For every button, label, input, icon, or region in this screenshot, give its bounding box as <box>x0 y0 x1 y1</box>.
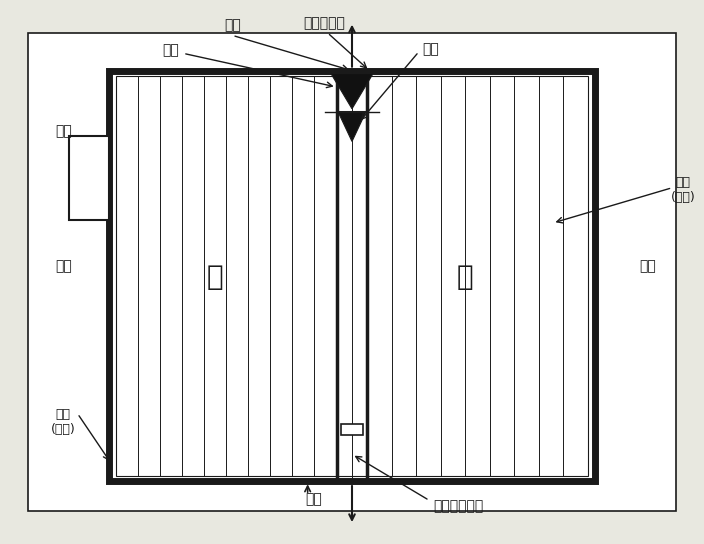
Text: 左边: 左边 <box>55 259 72 274</box>
Text: 边栏
(版框): 边栏 (版框) <box>51 407 76 436</box>
Bar <box>341 424 363 435</box>
Text: 鱼尾: 鱼尾 <box>163 44 180 58</box>
Text: 版: 版 <box>206 263 223 292</box>
Text: 版心（中缝）: 版心（中缝） <box>433 499 483 513</box>
Text: 面: 面 <box>456 263 473 292</box>
Bar <box>116 76 588 476</box>
Bar <box>28 33 676 511</box>
Text: 书眉或天头: 书眉或天头 <box>303 16 345 30</box>
Text: 地脚: 地脚 <box>305 492 322 506</box>
Polygon shape <box>331 73 373 109</box>
Text: 象鼻: 象鼻 <box>422 42 439 56</box>
Text: 书口: 书口 <box>224 18 241 33</box>
Bar <box>69 136 109 220</box>
Text: 右边: 右边 <box>639 259 656 274</box>
Text: 界行
(栏线): 界行 (栏线) <box>670 176 696 205</box>
Polygon shape <box>338 112 366 141</box>
Text: 书耳: 书耳 <box>55 125 72 139</box>
Bar <box>109 71 595 481</box>
